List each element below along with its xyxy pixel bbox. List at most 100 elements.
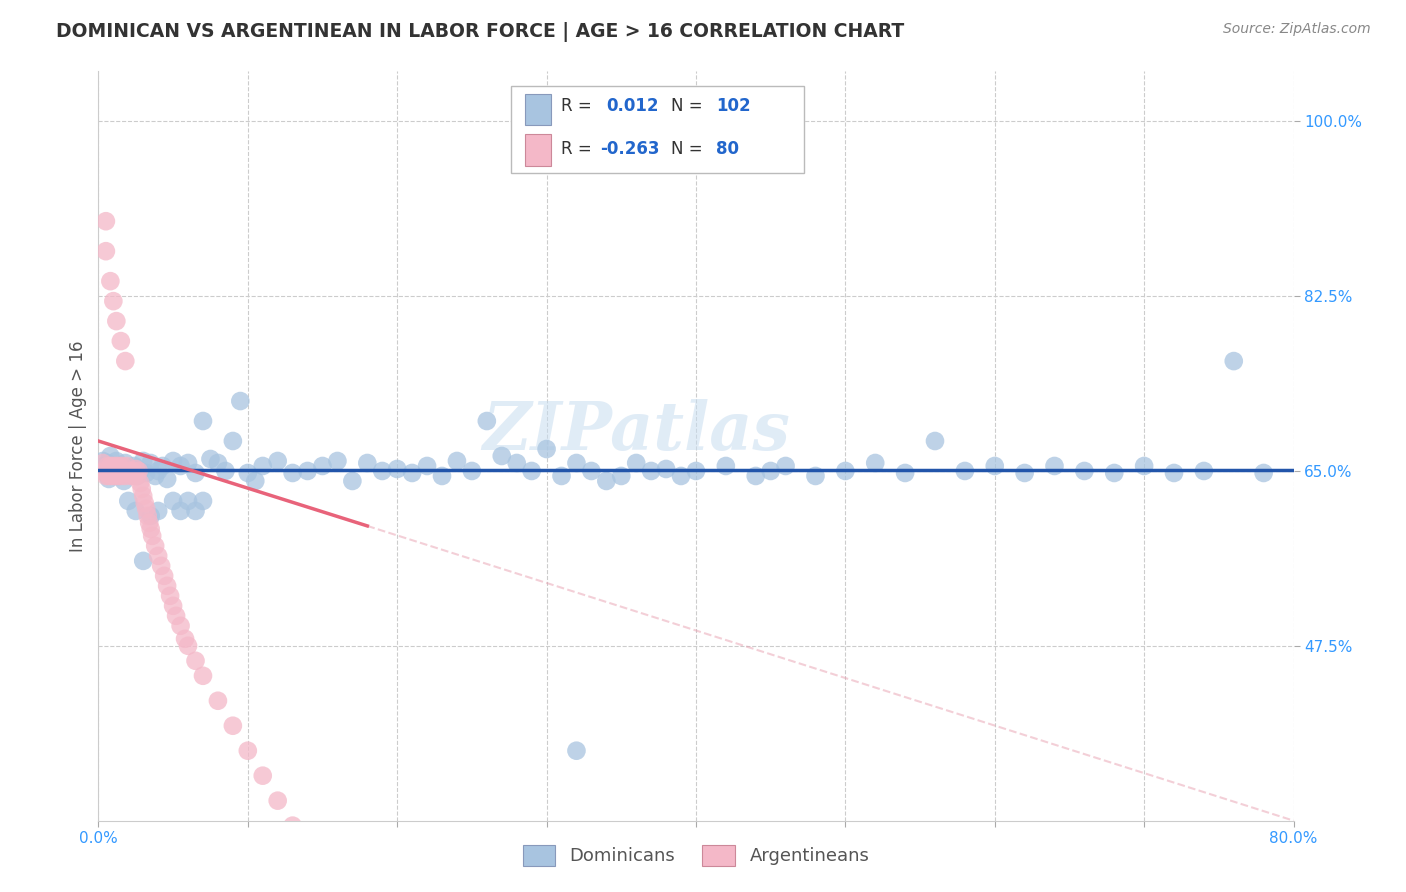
Point bbox=[177, 639, 200, 653]
Point bbox=[105, 466, 128, 480]
Point bbox=[141, 529, 163, 543]
Point bbox=[148, 549, 170, 563]
Point bbox=[103, 466, 125, 480]
Point bbox=[129, 475, 152, 490]
Text: Source: ZipAtlas.com: Source: ZipAtlas.com bbox=[1223, 22, 1371, 37]
Point bbox=[128, 464, 150, 478]
Point bbox=[371, 464, 394, 478]
Point bbox=[129, 464, 152, 478]
Text: R =: R = bbox=[561, 140, 592, 158]
Text: 80: 80 bbox=[716, 140, 740, 158]
Point bbox=[94, 466, 117, 480]
Point bbox=[114, 469, 136, 483]
Point bbox=[162, 599, 184, 613]
Point bbox=[117, 466, 139, 480]
Point bbox=[156, 472, 179, 486]
Point bbox=[139, 522, 162, 536]
Point bbox=[132, 554, 155, 568]
Point bbox=[118, 464, 141, 478]
Point bbox=[135, 466, 157, 480]
Point bbox=[430, 469, 453, 483]
Point bbox=[114, 456, 136, 470]
Point bbox=[153, 569, 176, 583]
Point bbox=[110, 334, 132, 348]
Point bbox=[252, 769, 274, 783]
Point bbox=[132, 489, 155, 503]
Point bbox=[281, 819, 304, 833]
Point bbox=[104, 469, 127, 483]
Point bbox=[124, 469, 146, 483]
Point bbox=[94, 244, 117, 259]
Point bbox=[98, 458, 122, 473]
Point bbox=[610, 469, 633, 483]
Point bbox=[506, 456, 529, 470]
Point bbox=[93, 458, 115, 473]
Point bbox=[97, 472, 120, 486]
Point bbox=[214, 464, 236, 478]
Point bbox=[114, 354, 136, 368]
Point bbox=[177, 456, 200, 470]
Point bbox=[94, 214, 117, 228]
Point bbox=[169, 619, 191, 633]
Point bbox=[165, 608, 187, 623]
Point bbox=[311, 869, 333, 883]
Point bbox=[112, 464, 135, 478]
Point bbox=[98, 449, 122, 463]
Point bbox=[101, 469, 124, 483]
Point bbox=[565, 456, 588, 470]
Point bbox=[152, 458, 174, 473]
Point bbox=[96, 458, 118, 473]
Point bbox=[97, 464, 120, 478]
Point bbox=[162, 494, 184, 508]
Point bbox=[174, 632, 197, 646]
Point bbox=[110, 464, 132, 478]
Point bbox=[311, 458, 333, 473]
Point bbox=[236, 466, 259, 480]
Text: N =: N = bbox=[671, 97, 703, 115]
Point bbox=[115, 458, 138, 473]
Point bbox=[127, 469, 149, 483]
Point bbox=[191, 669, 214, 683]
Point bbox=[131, 482, 153, 496]
Point bbox=[101, 464, 124, 478]
Point bbox=[640, 464, 662, 478]
Point bbox=[865, 456, 887, 470]
Point bbox=[714, 458, 737, 473]
Point bbox=[924, 434, 946, 448]
Point bbox=[134, 496, 156, 510]
Point bbox=[143, 469, 166, 483]
Point bbox=[136, 508, 159, 523]
Point bbox=[115, 464, 138, 478]
Point bbox=[111, 466, 134, 480]
Point bbox=[775, 458, 797, 473]
Point bbox=[159, 589, 181, 603]
Point bbox=[105, 314, 128, 328]
Point bbox=[91, 454, 114, 468]
Text: R =: R = bbox=[561, 97, 592, 115]
Point bbox=[655, 462, 678, 476]
Point bbox=[104, 464, 127, 478]
Point bbox=[1073, 464, 1095, 478]
Point bbox=[520, 464, 543, 478]
Point bbox=[491, 449, 513, 463]
Point bbox=[132, 454, 155, 468]
Point bbox=[177, 494, 200, 508]
Point bbox=[107, 469, 129, 483]
Point bbox=[200, 452, 222, 467]
Point bbox=[169, 504, 191, 518]
Point bbox=[111, 458, 134, 473]
Point bbox=[143, 539, 166, 553]
Text: 102: 102 bbox=[716, 97, 751, 115]
Point bbox=[1014, 466, 1036, 480]
Point bbox=[267, 454, 290, 468]
Point bbox=[135, 502, 157, 516]
Point bbox=[385, 462, 409, 476]
Point bbox=[162, 454, 184, 468]
Point bbox=[96, 456, 118, 470]
Point bbox=[103, 294, 125, 309]
Point bbox=[297, 464, 319, 478]
Text: N =: N = bbox=[671, 140, 703, 158]
Point bbox=[475, 414, 498, 428]
Point bbox=[416, 458, 439, 473]
Point bbox=[894, 466, 917, 480]
